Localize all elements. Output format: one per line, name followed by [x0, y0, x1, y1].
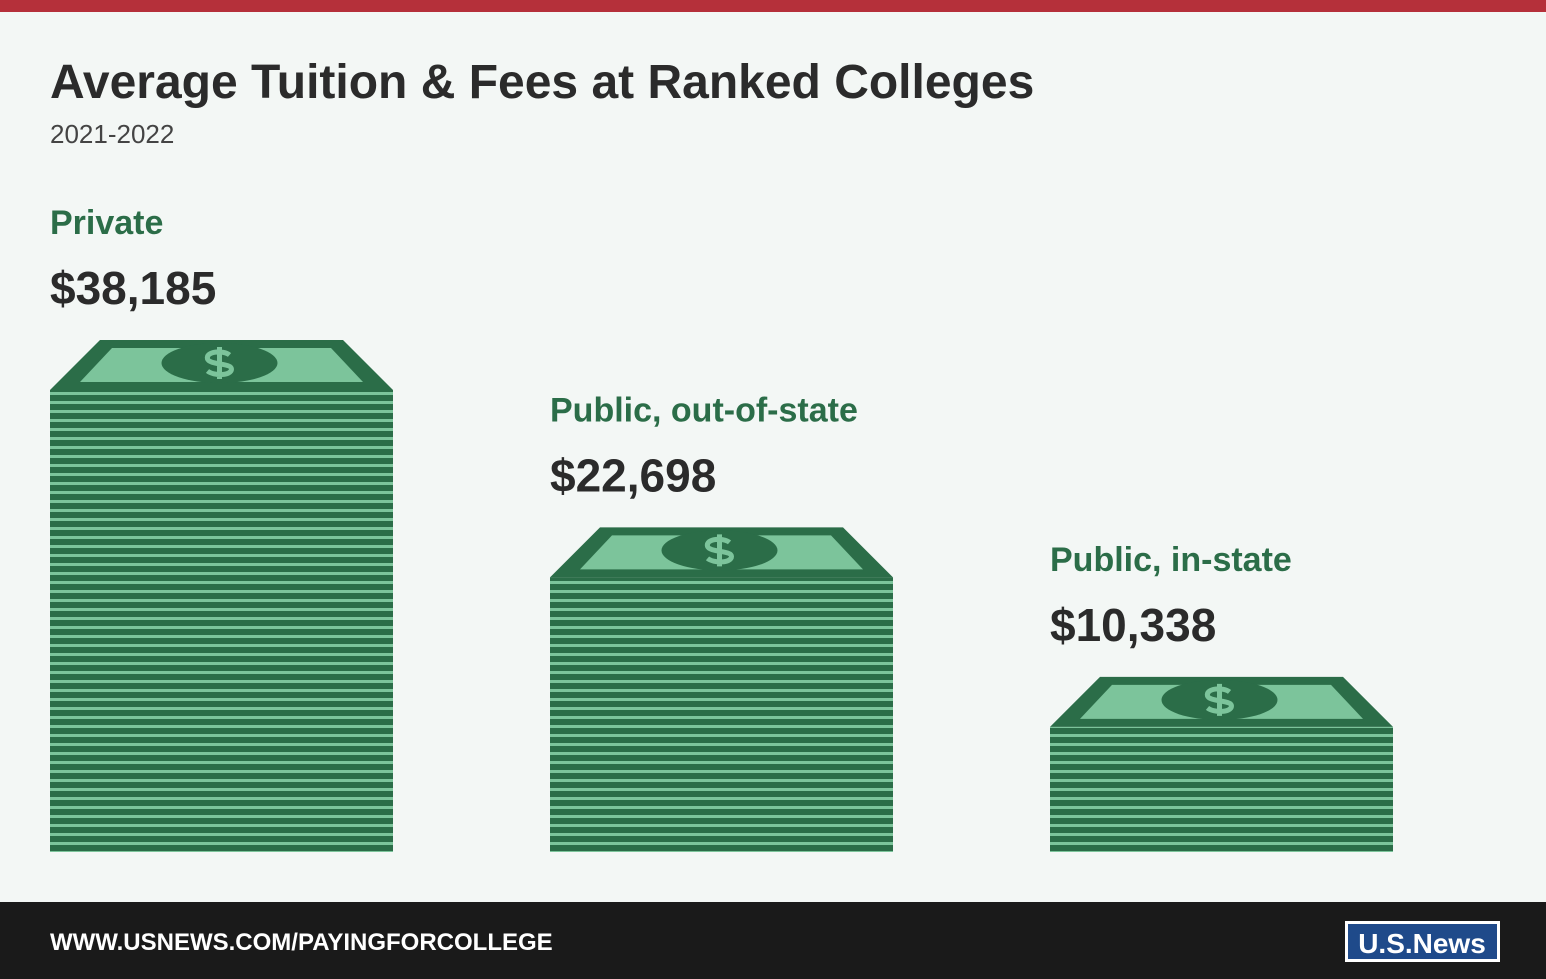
bar — [1050, 726, 1393, 852]
bar — [550, 577, 893, 852]
value-label: $10,338 — [1050, 599, 1216, 651]
bill-dollar — [704, 534, 735, 567]
category-label: Private — [50, 204, 163, 242]
bill-dollar — [1204, 683, 1235, 716]
value-label: $22,698 — [550, 449, 716, 501]
footer-url: WWW.USNEWS.COM/PAYINGFORCOLLEGE — [50, 929, 553, 956]
footer — [0, 902, 1546, 979]
value-label: $38,185 — [50, 262, 216, 314]
bar — [50, 390, 393, 852]
logo: U.S.News — [1358, 928, 1486, 959]
logo-fill — [1348, 924, 1497, 959]
chart-title: Average Tuition & Fees at Ranked College… — [50, 56, 1034, 109]
category-label: Public, in-state — [1050, 541, 1292, 579]
chart-subtitle: 2021-2022 — [50, 119, 174, 149]
bill-dollar — [204, 347, 235, 379]
top-band — [0, 0, 1546, 12]
category-label: Public, out-of-state — [550, 391, 858, 429]
